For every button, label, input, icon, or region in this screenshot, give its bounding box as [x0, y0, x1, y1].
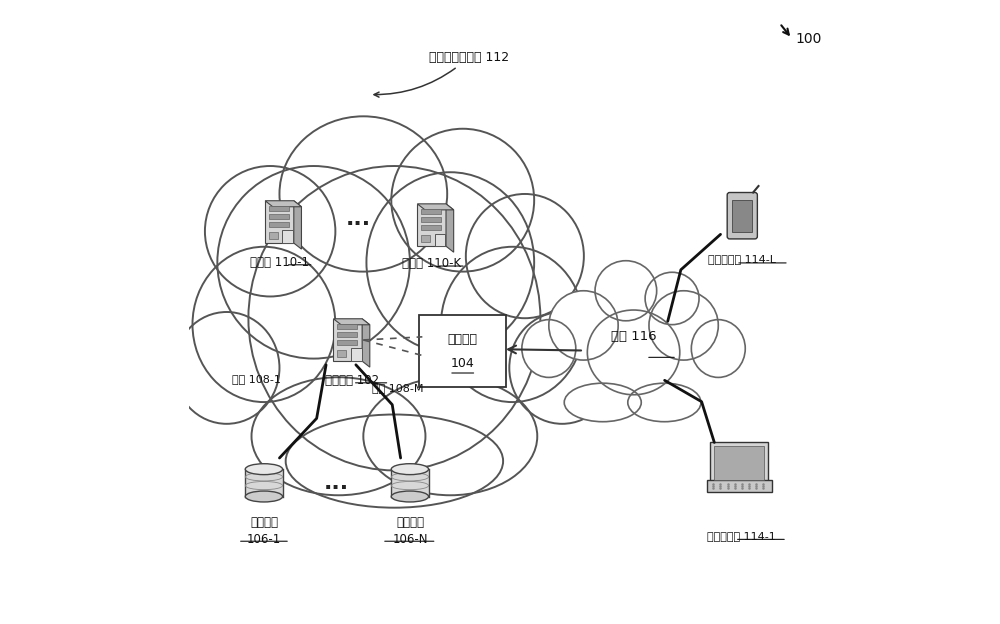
Polygon shape [446, 204, 454, 252]
Ellipse shape [441, 246, 584, 402]
Text: 客户端设备 114-1: 客户端设备 114-1 [707, 530, 775, 540]
Polygon shape [282, 230, 293, 243]
Ellipse shape [595, 261, 657, 321]
FancyBboxPatch shape [727, 193, 757, 239]
Text: 云计算基础设施 112: 云计算基础设施 112 [374, 51, 509, 97]
Polygon shape [337, 324, 357, 329]
Ellipse shape [587, 310, 680, 395]
Polygon shape [245, 469, 283, 497]
Ellipse shape [564, 383, 641, 422]
Ellipse shape [628, 383, 701, 422]
Text: 服务器 110-1: 服务器 110-1 [250, 256, 309, 269]
Polygon shape [333, 319, 362, 361]
Polygon shape [337, 340, 357, 345]
Ellipse shape [466, 194, 584, 318]
Text: 存储设备: 存储设备 [396, 516, 424, 529]
Polygon shape [269, 222, 289, 227]
Polygon shape [337, 350, 346, 357]
Ellipse shape [174, 312, 279, 424]
Polygon shape [269, 214, 289, 219]
Polygon shape [417, 204, 446, 246]
Ellipse shape [391, 491, 429, 502]
Polygon shape [421, 210, 441, 214]
Text: 连接 108-M: 连接 108-M [372, 383, 423, 392]
Ellipse shape [217, 166, 410, 359]
Ellipse shape [509, 312, 615, 424]
Ellipse shape [522, 319, 576, 378]
Ellipse shape [645, 272, 699, 324]
Polygon shape [294, 201, 301, 249]
Polygon shape [337, 333, 357, 337]
FancyBboxPatch shape [732, 200, 752, 232]
Polygon shape [265, 201, 294, 243]
Polygon shape [435, 233, 445, 246]
Text: 104: 104 [451, 358, 475, 371]
Polygon shape [391, 469, 429, 497]
Polygon shape [333, 319, 370, 324]
Ellipse shape [691, 319, 745, 378]
Polygon shape [362, 319, 370, 367]
Ellipse shape [286, 414, 503, 508]
Ellipse shape [366, 172, 534, 353]
Ellipse shape [248, 166, 540, 470]
Polygon shape [269, 207, 289, 211]
Polygon shape [351, 348, 362, 361]
Text: 106-1: 106-1 [247, 532, 281, 545]
Polygon shape [421, 225, 441, 230]
Polygon shape [269, 232, 278, 239]
Ellipse shape [391, 129, 534, 271]
Text: 106-N: 106-N [392, 532, 428, 545]
FancyBboxPatch shape [707, 480, 772, 492]
Text: 服务器 110-K: 服务器 110-K [402, 257, 461, 270]
Text: 键值引擎: 键值引擎 [448, 333, 478, 346]
Ellipse shape [192, 246, 335, 402]
Text: 存储设备: 存储设备 [250, 516, 278, 529]
Text: 客户端设备 114-L: 客户端设备 114-L [708, 254, 776, 264]
Text: 100: 100 [795, 32, 821, 46]
Ellipse shape [205, 166, 335, 296]
Text: ...: ... [324, 473, 349, 493]
Polygon shape [417, 204, 454, 210]
Ellipse shape [245, 491, 283, 502]
Polygon shape [421, 217, 441, 222]
FancyBboxPatch shape [419, 315, 506, 386]
Ellipse shape [279, 116, 447, 271]
Ellipse shape [252, 378, 425, 495]
Text: 连接 108-1: 连接 108-1 [232, 374, 281, 384]
Ellipse shape [363, 378, 537, 495]
Text: ...: ... [346, 209, 371, 229]
Polygon shape [421, 235, 430, 242]
Ellipse shape [245, 464, 283, 475]
FancyBboxPatch shape [710, 442, 768, 484]
Ellipse shape [549, 291, 618, 360]
FancyBboxPatch shape [714, 446, 764, 480]
Text: 存储系统 102: 存储系统 102 [325, 374, 379, 387]
Ellipse shape [649, 291, 718, 360]
Ellipse shape [391, 464, 429, 475]
Text: 网络 116: 网络 116 [611, 330, 656, 343]
Polygon shape [265, 201, 301, 207]
